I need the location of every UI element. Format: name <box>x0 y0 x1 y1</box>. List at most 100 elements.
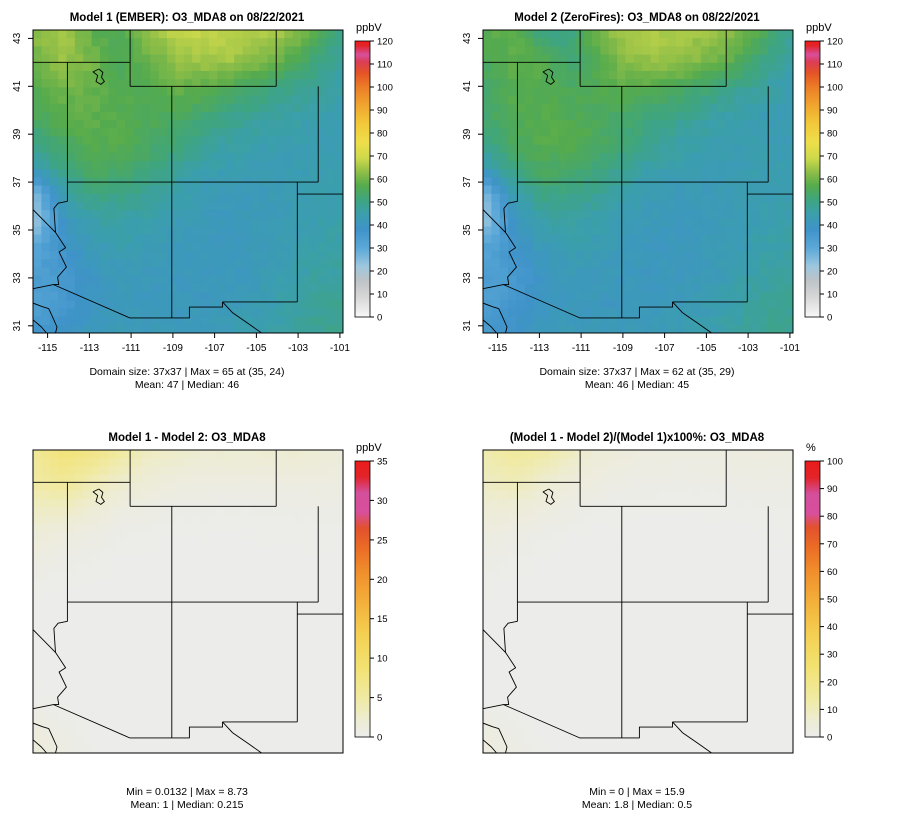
colorbar-gradient-model1: 0 10 20 30 40 50 60 70 80 90 100 110 120 <box>354 37 393 324</box>
svg-text:31: 31 <box>12 320 23 332</box>
svg-text:80: 80 <box>377 129 388 140</box>
svg-text:-107: -107 <box>205 343 225 354</box>
panel-caption: Domain size: 37x37 | Max = 62 at (35, 29… <box>478 366 796 391</box>
svg-text:120: 120 <box>377 37 393 48</box>
colorbar-model1: ppbV 0 10 20 30 40 50 60 70 80 90 100 110 120 <box>354 22 414 332</box>
caption-line-min-max: Min = 0 | Max = 15.9 <box>589 786 685 798</box>
map-heatmap-difference <box>32 449 344 754</box>
svg-text:30: 30 <box>377 496 388 507</box>
colorbar-unit-label: ppbV <box>356 22 382 34</box>
svg-text:10: 10 <box>377 290 388 301</box>
svg-text:60: 60 <box>377 175 388 186</box>
colorbar-unit-label: % <box>806 442 816 454</box>
svg-text:110: 110 <box>827 60 842 71</box>
svg-text:-103: -103 <box>738 343 758 354</box>
svg-text:37: 37 <box>462 176 473 188</box>
svg-text:-105: -105 <box>696 343 716 354</box>
panel-title: (Model 1 - Model 2)/(Model 1)x100%: O3_M… <box>509 432 765 444</box>
panel-model2-zerofires: Model 2 (ZeroFires): O3_MDA8 on 08/22/20… <box>450 0 900 420</box>
panel-title: Model 1 (EMBER): O3_MDA8 on 08/22/2021 <box>69 12 305 24</box>
svg-text:80: 80 <box>827 129 838 140</box>
svg-text:90: 90 <box>377 106 388 117</box>
caption-line-mean-median: Mean: 46 | Median: 45 <box>584 378 690 391</box>
caption-line-domain-max: Domain size: 37x37 | Max = 65 at (35, 24… <box>89 366 285 378</box>
svg-text:20: 20 <box>827 267 838 278</box>
svg-text:-115: -115 <box>38 343 58 354</box>
map-heatmap-percent-difference <box>482 449 794 754</box>
map-heatmap-model1: -115 -113 -111 -109 -107 -105 -103 -101 31 33 35 37… <box>12 29 350 354</box>
svg-text:-111: -111 <box>572 343 591 354</box>
panel-title: Model 1 - Model 2: O3_MDA8 <box>108 432 266 444</box>
svg-text:-111: -111 <box>122 343 141 354</box>
svg-text:41: 41 <box>12 80 23 92</box>
panel-caption: Domain size: 37x37 | Max = 65 at (35, 24… <box>28 366 346 391</box>
colorbar-unit-label: ppbV <box>806 22 832 34</box>
svg-text:70: 70 <box>827 152 838 163</box>
svg-text:15: 15 <box>377 614 388 625</box>
svg-text:10: 10 <box>377 654 388 665</box>
colorbar-difference: ppbV 0 5 10 15 20 25 30 35 <box>354 442 414 752</box>
svg-text:31: 31 <box>462 320 473 332</box>
svg-text:43: 43 <box>462 32 473 44</box>
svg-text:50: 50 <box>827 198 838 209</box>
svg-text:-109: -109 <box>613 343 633 354</box>
colorbar-model2: ppbV 0 10 20 30 40 50 60 70 80 90 100 110 120 <box>804 22 864 332</box>
svg-text:0: 0 <box>827 313 832 324</box>
svg-text:40: 40 <box>377 221 388 232</box>
svg-text:39: 39 <box>462 128 473 140</box>
svg-text:0: 0 <box>377 313 382 324</box>
svg-text:-105: -105 <box>246 343 266 354</box>
svg-text:70: 70 <box>377 152 388 163</box>
panel-title: Model 2 (ZeroFires): O3_MDA8 on 08/22/20… <box>514 12 760 24</box>
svg-text:25: 25 <box>377 535 388 546</box>
panel-model1-ember: Model 1 (EMBER): O3_MDA8 on 08/22/2021 -… <box>0 0 450 420</box>
svg-text:90: 90 <box>827 106 838 117</box>
svg-text:10: 10 <box>827 290 838 301</box>
colorbar-unit-label: ppbV <box>356 442 382 454</box>
panel-difference: Model 1 - Model 2: O3_MDA8 ppbV 0 5 10 15 20… <box>0 420 450 840</box>
svg-text:35: 35 <box>12 224 23 236</box>
svg-text:0: 0 <box>377 733 382 744</box>
svg-text:50: 50 <box>377 198 388 209</box>
map-heatmap-model2: -115 -113 -111 -109 -107 -105 -103 -101 31 33 35 37… <box>462 29 800 354</box>
svg-text:110: 110 <box>377 60 392 71</box>
svg-text:-109: -109 <box>163 343 183 354</box>
svg-text:5: 5 <box>377 693 382 704</box>
svg-text:120: 120 <box>827 37 843 48</box>
svg-text:43: 43 <box>12 32 23 44</box>
svg-text:100: 100 <box>827 83 843 94</box>
caption-line-domain-max: Domain size: 37x37 | Max = 62 at (35, 29… <box>539 366 735 378</box>
svg-text:-115: -115 <box>488 343 508 354</box>
svg-text:60: 60 <box>827 175 838 186</box>
svg-text:33: 33 <box>12 272 23 284</box>
svg-text:-113: -113 <box>530 343 550 354</box>
svg-text:40: 40 <box>827 221 838 232</box>
svg-text:30: 30 <box>377 244 388 255</box>
panel-caption: Min = 0 | Max = 15.9 Mean: 1.8 | Median:… <box>478 786 796 811</box>
caption-line-mean-median: Mean: 1.8 | Median: 0.5 <box>581 798 693 811</box>
caption-line-mean-median: Mean: 47 | Median: 46 <box>134 378 240 391</box>
svg-text:-107: -107 <box>655 343 675 354</box>
svg-text:20: 20 <box>377 575 388 586</box>
svg-text:35: 35 <box>462 224 473 236</box>
panel-caption: Min = 0.0132 | Max = 8.73 Mean: 1 | Medi… <box>28 786 346 811</box>
svg-text:100: 100 <box>377 83 393 94</box>
svg-text:41: 41 <box>462 80 473 92</box>
svg-text:-103: -103 <box>288 343 308 354</box>
panel-percent-difference: (Model 1 - Model 2)/(Model 1)x100%: O3_M… <box>450 420 900 840</box>
svg-text:20: 20 <box>377 267 388 278</box>
svg-text:35: 35 <box>377 457 388 468</box>
svg-text:30: 30 <box>827 244 838 255</box>
caption-line-mean-median: Mean: 1 | Median: 0.215 <box>130 798 244 811</box>
colorbar-gradient-difference: 0 5 10 15 20 25 30 35 <box>354 457 388 744</box>
svg-text:37: 37 <box>12 176 23 188</box>
svg-text:39: 39 <box>12 128 23 140</box>
svg-text:-113: -113 <box>80 343 100 354</box>
caption-line-min-max: Min = 0.0132 | Max = 8.73 <box>126 786 248 798</box>
colorbar-percent-difference: % 0 10 20 30 40 50 60 70 80 90 100 <box>804 442 864 752</box>
colorbar-gradient-model2: 0 10 20 30 40 50 60 70 80 90 100 110 120 <box>804 37 843 324</box>
svg-text:33: 33 <box>462 272 473 284</box>
svg-text:-101: -101 <box>780 343 800 354</box>
